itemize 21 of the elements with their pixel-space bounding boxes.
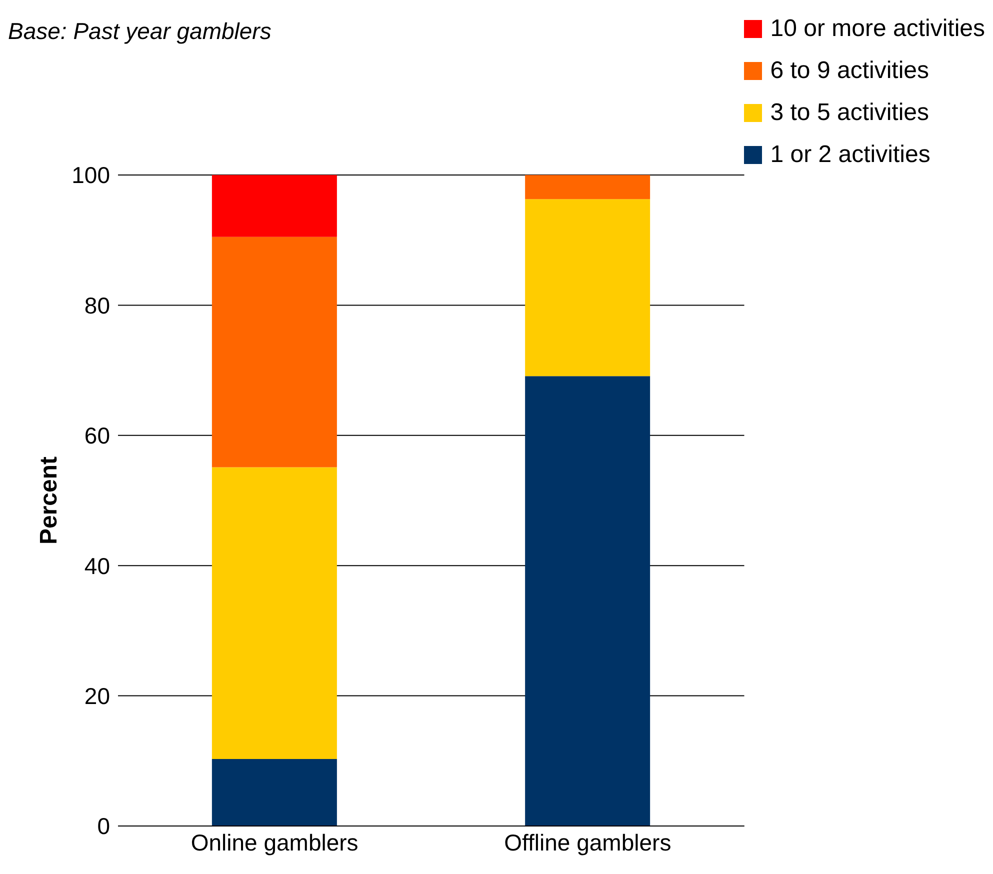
y-tick-label: 0 bbox=[97, 813, 110, 840]
bar bbox=[212, 236, 337, 468]
x-tick-label: Offline gamblers bbox=[504, 829, 672, 856]
legend-label: 10 or more activities bbox=[769, 14, 985, 44]
legend-label: 3 to 5 activities bbox=[769, 98, 930, 128]
y-tick-label: 80 bbox=[84, 292, 110, 318]
bar bbox=[525, 376, 650, 826]
y-tick-label: 20 bbox=[84, 682, 110, 709]
text: Base: Past year gamblers bbox=[8, 18, 272, 45]
y-tick-label: 100 bbox=[72, 162, 110, 188]
y-tick-label: 60 bbox=[84, 422, 110, 449]
bar bbox=[525, 175, 650, 200]
bar bbox=[212, 175, 337, 237]
legend-label: 6 to 9 activities bbox=[769, 56, 930, 86]
legend-label: 1 or 2 activities bbox=[769, 140, 932, 170]
y-tick-label: 40 bbox=[84, 552, 110, 579]
bar bbox=[212, 758, 337, 826]
bar bbox=[525, 199, 650, 376]
y-axis-title: Percent bbox=[36, 456, 63, 545]
x-tick-label: Online gamblers bbox=[190, 829, 358, 856]
bar bbox=[212, 467, 337, 759]
